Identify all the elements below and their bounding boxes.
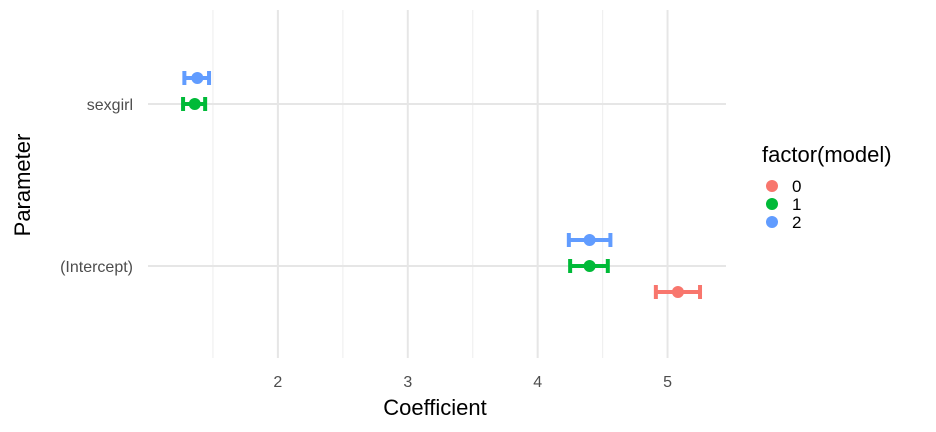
x-tick-label: 2 xyxy=(273,374,282,391)
errorbar-model-1 xyxy=(568,259,610,273)
estimate-point xyxy=(191,72,204,84)
legend-title: factor(model) xyxy=(762,142,892,167)
y-axis-title: Parameter xyxy=(10,134,35,237)
grid-lines xyxy=(148,10,726,358)
legend-label-0: 0 xyxy=(792,177,801,196)
estimate-point xyxy=(583,234,596,246)
estimate-point xyxy=(188,98,201,110)
x-tick-label: 4 xyxy=(533,374,542,391)
y-tick-label: (Intercept) xyxy=(60,259,133,276)
legend-key-2 xyxy=(766,216,778,228)
legend-key-0 xyxy=(766,180,778,192)
errorbar-model-2 xyxy=(566,233,613,247)
x-axis-title: Coefficient xyxy=(383,395,487,420)
errorbar-model-0 xyxy=(653,285,703,299)
legend-label-1: 1 xyxy=(792,195,801,214)
x-axis-ticks: 2 3 4 5 xyxy=(273,374,672,391)
legend-key-1 xyxy=(766,198,778,210)
estimate-point xyxy=(583,260,596,272)
errorbar-model-1 xyxy=(181,97,208,111)
legend-label-2: 2 xyxy=(792,213,801,232)
x-tick-label: 5 xyxy=(663,374,672,391)
estimate-point xyxy=(671,286,684,298)
errorbar-model-2 xyxy=(182,71,212,85)
data-marks xyxy=(181,71,703,299)
legend: factor(model) 012 xyxy=(762,142,892,232)
x-tick-label: 3 xyxy=(403,374,412,391)
y-axis-ticks: (Intercept) sexgirl xyxy=(60,97,133,276)
y-tick-label: sexgirl xyxy=(87,97,133,114)
